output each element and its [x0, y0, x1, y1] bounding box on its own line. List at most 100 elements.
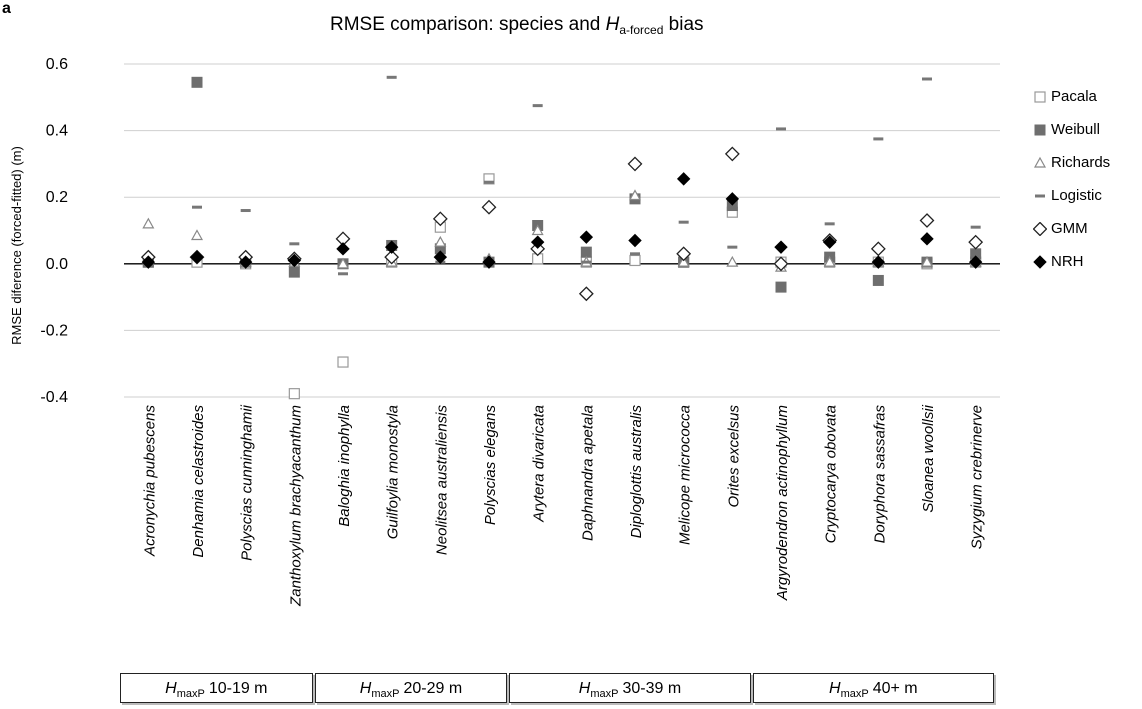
- group-label: 40+ m: [872, 680, 918, 697]
- data-point-richards: [920, 255, 934, 267]
- group-h: H: [165, 680, 177, 697]
- data-point-pacala: [483, 173, 495, 185]
- category-label: Baloghia inophylla: [336, 405, 353, 527]
- category-label: Acronychia pubescens: [141, 405, 158, 557]
- legend-item-richards: Richards: [1033, 146, 1110, 179]
- data-point-weibull: [288, 266, 300, 278]
- series-logistic: [143, 75, 981, 276]
- y-tick-label: 0.0: [46, 256, 68, 273]
- data-point-richards: [336, 257, 350, 269]
- data-point-nrh: [628, 233, 642, 248]
- data-point-richards: [190, 229, 204, 241]
- title-subscript: a-forced: [619, 23, 664, 37]
- series-richards: [142, 189, 982, 272]
- category-label: Denhamia celastroides: [190, 405, 207, 558]
- legend-item-pacala: Pacala: [1033, 80, 1110, 113]
- category-label: Polyscias cunninghamii: [239, 404, 256, 561]
- legend-label: Weibull: [1051, 121, 1100, 138]
- group-box: HmaxP 40+ m: [752, 673, 994, 703]
- group-h: H: [829, 680, 841, 697]
- title-text: RMSE comparison: species and: [330, 14, 606, 35]
- group-subscript: maxP: [176, 688, 205, 700]
- data-point-gmm: [870, 241, 886, 257]
- legend-symbol: [1034, 124, 1046, 135]
- data-point-weibull: [191, 76, 203, 88]
- data-point-gmm: [384, 249, 400, 265]
- category-label: Diploglottis australis: [628, 405, 645, 539]
- title-suffix: bias: [663, 14, 704, 35]
- y-axis-label: RMSE diference (forced-fitted) (m): [9, 146, 24, 345]
- group-label: 20-29 m: [403, 680, 463, 697]
- data-point-nrh: [579, 230, 594, 244]
- category-label: Cryptocarya obovata: [823, 405, 840, 543]
- data-point-gmm: [627, 156, 643, 172]
- data-point-nrh: [141, 255, 156, 269]
- data-point-pacala: [337, 356, 349, 368]
- legend-symbol: [1034, 90, 1046, 103]
- legend-label: Pacala: [1051, 88, 1097, 105]
- category-label: Doryphora sassafras: [871, 405, 888, 544]
- group-subscript: maxP: [840, 688, 869, 700]
- panel-label: a: [2, 0, 11, 17]
- group-h: H: [359, 680, 372, 697]
- data-point-pacala: [288, 388, 300, 400]
- category-label: Polyscias elegans: [482, 405, 499, 526]
- category-label: Daphnandra apetala: [579, 405, 596, 541]
- category-label: Arytera divaricata: [531, 405, 548, 523]
- legend-label: Logistic: [1051, 187, 1102, 204]
- data-point-nrh: [725, 192, 740, 206]
- data-point-gmm: [676, 246, 692, 262]
- data-point-richards: [823, 255, 836, 267]
- data-point-gmm: [578, 286, 594, 302]
- data-point-richards: [531, 224, 544, 236]
- y-tick-label: -0.2: [40, 322, 68, 339]
- title-italic: H: [605, 14, 620, 35]
- legend-marker-richards: [1033, 156, 1047, 168]
- category-label: Argyrodendron actinophyllum: [774, 405, 791, 601]
- group-box: HmaxP 10-19 m: [120, 673, 313, 703]
- group-subscript: maxP: [590, 688, 619, 700]
- data-point-gmm: [724, 146, 740, 162]
- legend-marker-weibull: [1034, 124, 1046, 135]
- legend-item-logistic: Logistic: [1033, 179, 1110, 212]
- y-tick-label: 0.6: [46, 56, 68, 73]
- legend-marker-nrh: [1033, 254, 1047, 269]
- data-point-nrh: [433, 250, 448, 264]
- category-label: Zanthoxylum brachyacanthum: [287, 405, 304, 607]
- category-label: Orites excelsus: [725, 405, 742, 508]
- data-point-nrh: [384, 240, 399, 254]
- group-box: HmaxP 30-39 m: [509, 673, 751, 703]
- data-point-weibull: [580, 246, 592, 258]
- data-point-nrh: [968, 255, 983, 269]
- data-point-weibull: [775, 281, 787, 293]
- legend-item-gmm: GMM: [1033, 212, 1110, 245]
- series-gmm: [140, 146, 984, 302]
- data-point-nrh: [676, 172, 691, 186]
- series-weibull: [142, 76, 982, 293]
- data-point-nrh: [238, 255, 253, 269]
- data-point-nrh: [871, 255, 886, 269]
- data-point-gmm: [919, 213, 935, 228]
- data-point-nrh: [822, 235, 837, 249]
- data-point-richards: [726, 255, 739, 267]
- legend-symbol: [1033, 254, 1047, 269]
- chart-title: RMSE comparison: species and Ha-forced b…: [330, 14, 704, 37]
- data-point-gmm: [968, 234, 984, 250]
- group-label: 30-39 m: [622, 680, 682, 697]
- legend-symbol: [1033, 221, 1047, 236]
- group-subscript: maxP: [371, 688, 400, 700]
- legend-marker-logistic: [1035, 194, 1045, 197]
- category-label: Guilfoylia monostyla: [385, 405, 402, 539]
- legend: Pacala Weibull Richards Logistic GMM NRH: [1033, 80, 1110, 278]
- series-nrh: [141, 172, 983, 269]
- group-h: H: [578, 680, 591, 697]
- category-label: Syzygium crebrinerve: [969, 405, 986, 549]
- data-point-richards: [142, 217, 155, 229]
- legend-item-weibull: Weibull: [1033, 113, 1110, 146]
- data-point-weibull: [872, 274, 884, 286]
- data-point-richards: [628, 189, 642, 201]
- legend-item-nrh: NRH: [1033, 245, 1110, 278]
- category-label: Sloanea woollsii: [920, 404, 937, 512]
- legend-marker-gmm: [1033, 221, 1047, 236]
